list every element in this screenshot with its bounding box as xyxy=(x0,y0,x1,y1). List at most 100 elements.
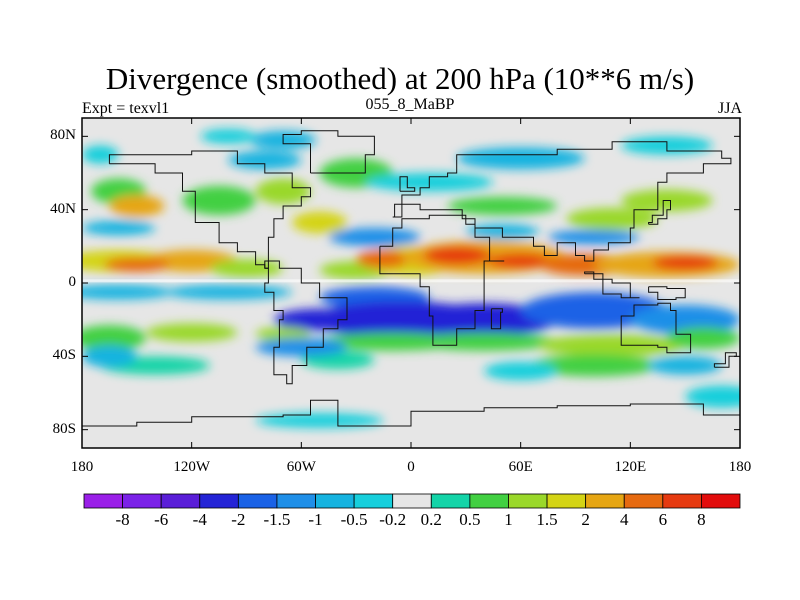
colorbar-swatch xyxy=(623,493,664,509)
zero-contour xyxy=(82,279,740,283)
field-blob xyxy=(103,257,170,272)
field-blob xyxy=(328,228,421,247)
coastline xyxy=(379,214,505,346)
colorbar-label: 0.2 xyxy=(420,510,442,529)
field-blob xyxy=(447,196,558,216)
field-blob xyxy=(82,220,156,236)
colorbar-label: -1.5 xyxy=(263,510,291,529)
colorbar-swatch xyxy=(469,493,509,509)
field-blob xyxy=(109,195,165,217)
coastline xyxy=(648,286,686,300)
case-label: 055_8_MaBP xyxy=(365,96,455,113)
colorbar-label: 6 xyxy=(658,510,668,529)
field-blob xyxy=(487,253,554,269)
axis-ticks xyxy=(81,118,741,448)
colorbar-label: -2 xyxy=(231,510,246,529)
field-blob xyxy=(529,354,658,377)
colorbar-label: -8 xyxy=(115,510,130,529)
field-blob xyxy=(255,413,384,428)
colorbar-swatch xyxy=(392,493,432,509)
colorbar-label: -1 xyxy=(308,510,323,529)
coastline xyxy=(399,176,416,192)
colorbar-label: -4 xyxy=(192,510,207,529)
colorbar-label: -0.2 xyxy=(379,510,407,529)
colorbar-swatch xyxy=(160,493,201,509)
colorbar-swatch xyxy=(276,493,316,509)
field-blob xyxy=(411,303,558,337)
field-blob xyxy=(200,129,256,144)
coastline xyxy=(584,271,640,299)
colorbar-swatch xyxy=(508,493,548,509)
coastline xyxy=(490,308,503,330)
field-blob xyxy=(82,325,146,351)
field-blob xyxy=(228,151,302,170)
colorbar-label: 4 xyxy=(619,510,629,529)
field-blob xyxy=(538,334,686,357)
coastline xyxy=(108,150,311,269)
field-blob xyxy=(666,327,740,349)
field-blob xyxy=(566,207,658,230)
x-tick-label: 180 xyxy=(728,459,752,475)
plot-area xyxy=(82,118,740,448)
colorbar-label: -0.5 xyxy=(340,510,368,529)
chart-title: Divergence (smoothed) at 200 hPa (10**6 … xyxy=(105,61,695,96)
colorbar-swatch xyxy=(701,493,741,509)
experiment-label: Expt = texvl1 xyxy=(82,100,170,117)
field-blob xyxy=(548,229,640,245)
coastline xyxy=(648,200,671,225)
field-blob xyxy=(273,308,366,331)
field-blob xyxy=(411,332,558,351)
season-label: JJA xyxy=(717,100,742,117)
field-blob xyxy=(209,259,284,278)
colorbar-label: 2 xyxy=(581,510,590,529)
y-tick-label: 80S xyxy=(52,420,76,437)
colorbar xyxy=(83,493,741,509)
x-tick-label: 0 xyxy=(407,459,415,475)
colorbar-swatch xyxy=(237,493,278,509)
field-blob xyxy=(484,361,558,381)
x-tick-label: 120E xyxy=(614,459,647,475)
colorbar-label: 1.5 xyxy=(536,510,558,529)
y-tick-label: 40S xyxy=(52,347,76,364)
y-tick-label: 80N xyxy=(50,127,76,144)
colorbar-swatch xyxy=(199,493,239,509)
field-blob xyxy=(356,249,412,269)
divergence-field xyxy=(82,129,740,428)
colorbar-swatch xyxy=(662,493,702,509)
y-tick-label: 0 xyxy=(68,274,77,290)
field-blob xyxy=(685,385,740,408)
coastline xyxy=(713,352,737,368)
colorbar-label: 8 xyxy=(697,510,706,529)
field-blob xyxy=(255,338,348,357)
field-blob xyxy=(82,345,137,368)
y-tick-label: 40N xyxy=(50,200,76,217)
colorbar-swatch xyxy=(546,493,587,509)
colorbar-swatch xyxy=(83,493,123,509)
colorbar-swatch xyxy=(315,493,355,509)
x-tick-label: 60W xyxy=(286,459,316,475)
field-blob xyxy=(82,284,174,300)
x-tick-label: 120W xyxy=(173,459,210,475)
coastline xyxy=(392,141,732,262)
coastline xyxy=(82,399,740,427)
field-blob xyxy=(164,284,293,300)
colorbar-label: 1 xyxy=(504,510,513,529)
field-blob xyxy=(648,356,722,375)
x-tick-label: 60E xyxy=(508,459,533,475)
coastline xyxy=(282,130,375,174)
field-blob xyxy=(652,255,719,271)
field-blob xyxy=(292,211,348,234)
colorbar-swatch xyxy=(430,493,471,509)
field-blob xyxy=(456,147,585,170)
colorbar-swatch xyxy=(585,493,625,509)
field-blob xyxy=(630,305,740,335)
field-blob xyxy=(255,178,311,205)
coastline xyxy=(264,260,348,385)
x-tick-label: 180 xyxy=(70,459,94,475)
field-blob xyxy=(145,323,238,342)
field-blob xyxy=(182,185,256,216)
colorbar-label: 0.5 xyxy=(459,510,481,529)
coastline xyxy=(620,302,692,354)
field-blob xyxy=(255,327,311,342)
